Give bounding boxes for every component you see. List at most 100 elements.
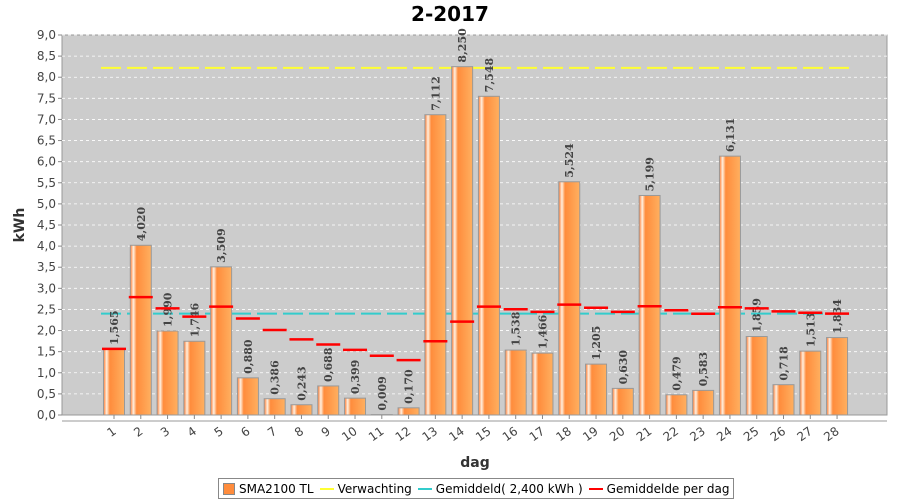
data-label: 8,250 bbox=[456, 28, 469, 63]
y-tick-label: 5,5 bbox=[37, 176, 56, 190]
bar bbox=[451, 66, 474, 416]
x-tick-label: 1 bbox=[104, 424, 118, 440]
data-label: 7,112 bbox=[429, 76, 442, 110]
data-label: 4,020 bbox=[135, 206, 148, 241]
x-tick-label: 18 bbox=[553, 424, 574, 444]
bar bbox=[558, 181, 581, 416]
legend-swatch bbox=[319, 487, 334, 490]
y-tick-label: 1,5 bbox=[37, 345, 56, 359]
bar bbox=[103, 348, 125, 416]
bar bbox=[585, 363, 608, 416]
y-axis-label: kWh bbox=[12, 208, 28, 243]
legend-swatch bbox=[588, 487, 603, 490]
bar bbox=[290, 404, 313, 416]
legend-item-average: Gemiddeld( 2,400 kWh ) bbox=[417, 481, 583, 496]
bar bbox=[692, 389, 715, 416]
bar bbox=[477, 95, 500, 416]
bar bbox=[424, 114, 447, 416]
y-tick-label: 6,0 bbox=[37, 155, 56, 169]
y-tick-label: 8,0 bbox=[37, 70, 56, 84]
x-tick-label: 15 bbox=[473, 424, 494, 444]
x-tick-label: 10 bbox=[339, 424, 360, 444]
y-tick-label: 1,0 bbox=[37, 366, 56, 380]
data-label: 3,509 bbox=[215, 228, 228, 262]
legend-item-production: SMA2100 TL bbox=[223, 482, 314, 496]
bar bbox=[531, 352, 554, 416]
bar bbox=[772, 384, 795, 416]
x-tick-label: 7 bbox=[265, 424, 279, 440]
bar bbox=[745, 336, 768, 416]
bar bbox=[665, 394, 688, 416]
y-tick-label: 4,0 bbox=[37, 239, 56, 253]
data-label: 1,538 bbox=[510, 311, 523, 346]
x-tick-label: 27 bbox=[794, 424, 815, 444]
x-tick-label: 5 bbox=[212, 424, 226, 440]
x-tick-label: 19 bbox=[580, 424, 601, 444]
legend: SMA2100 TL Verwachting Gemiddeld( 2,400 … bbox=[218, 478, 735, 499]
data-label: 0,583 bbox=[697, 352, 710, 386]
x-tick-label: 26 bbox=[768, 424, 789, 444]
data-label: 1,513 bbox=[804, 313, 817, 347]
legend-label: Gemiddelde per dag bbox=[606, 481, 730, 496]
y-tick-label: 2,0 bbox=[37, 324, 56, 338]
y-tick-label: 3,5 bbox=[37, 260, 56, 274]
x-tick-label: 12 bbox=[393, 424, 414, 444]
x-tick-label: 28 bbox=[821, 424, 842, 444]
bar bbox=[210, 266, 233, 416]
data-label: 1,565 bbox=[108, 310, 121, 344]
x-tick-label: 13 bbox=[420, 424, 441, 444]
x-tick-label: 23 bbox=[687, 424, 708, 444]
data-label: 1,746 bbox=[188, 302, 201, 337]
data-label: 1,834 bbox=[831, 299, 844, 334]
data-label: 6,131 bbox=[724, 118, 737, 152]
y-tick-label: 7,0 bbox=[37, 112, 56, 126]
bar bbox=[504, 349, 527, 416]
x-tick-label: 21 bbox=[634, 424, 655, 444]
y-tick-label: 6,5 bbox=[37, 134, 56, 148]
data-label: 0,399 bbox=[349, 360, 362, 394]
legend-label: SMA2100 TL bbox=[239, 481, 314, 496]
legend-swatch bbox=[417, 487, 432, 490]
data-label: 7,548 bbox=[483, 58, 496, 93]
legend-item-expectation: Verwachting bbox=[319, 481, 412, 496]
data-label: 0,688 bbox=[322, 347, 335, 382]
y-tick-label: 9,0 bbox=[37, 28, 56, 42]
data-label: 0,630 bbox=[617, 350, 630, 385]
x-tick-label: 3 bbox=[158, 424, 172, 440]
y-tick-label: 0,5 bbox=[37, 387, 56, 401]
x-tick-label: 16 bbox=[500, 424, 521, 444]
x-tick-label: 11 bbox=[366, 424, 387, 444]
bar bbox=[826, 337, 849, 416]
data-label: 0,718 bbox=[778, 346, 791, 381]
y-tick-label: 4,5 bbox=[37, 218, 56, 232]
x-tick-label: 2 bbox=[131, 424, 145, 440]
x-axis-label: dag bbox=[460, 455, 490, 471]
bar bbox=[263, 398, 286, 416]
data-label: 5,524 bbox=[563, 143, 576, 178]
x-tick-label: 4 bbox=[185, 424, 199, 440]
y-tick-label: 3,0 bbox=[37, 281, 56, 295]
chart-title: 2-2017 bbox=[411, 2, 489, 26]
y-tick-label: 7,5 bbox=[37, 91, 56, 105]
legend-label: Verwachting bbox=[337, 481, 412, 496]
bar bbox=[317, 385, 340, 416]
y-tick-label: 5,0 bbox=[37, 197, 56, 211]
y-tick-label: 2,5 bbox=[37, 302, 56, 316]
bar bbox=[397, 407, 420, 416]
data-label: 1,859 bbox=[751, 298, 764, 332]
x-tick-label: 17 bbox=[527, 424, 548, 444]
legend-swatch bbox=[223, 482, 235, 495]
bar bbox=[344, 397, 367, 416]
x-tick-label: 9 bbox=[319, 424, 333, 440]
y-tick-label: 8,5 bbox=[37, 49, 56, 63]
data-label: 0,386 bbox=[269, 360, 282, 395]
bar bbox=[611, 387, 634, 416]
legend-label: Gemiddeld( 2,400 kWh ) bbox=[435, 481, 583, 496]
legend-item-avg-per-day: Gemiddelde per dag bbox=[588, 481, 730, 496]
x-tick-label: 6 bbox=[238, 424, 252, 440]
bar bbox=[799, 350, 822, 416]
x-tick-label: 8 bbox=[292, 424, 306, 440]
bar bbox=[236, 377, 259, 416]
bar bbox=[183, 340, 206, 416]
